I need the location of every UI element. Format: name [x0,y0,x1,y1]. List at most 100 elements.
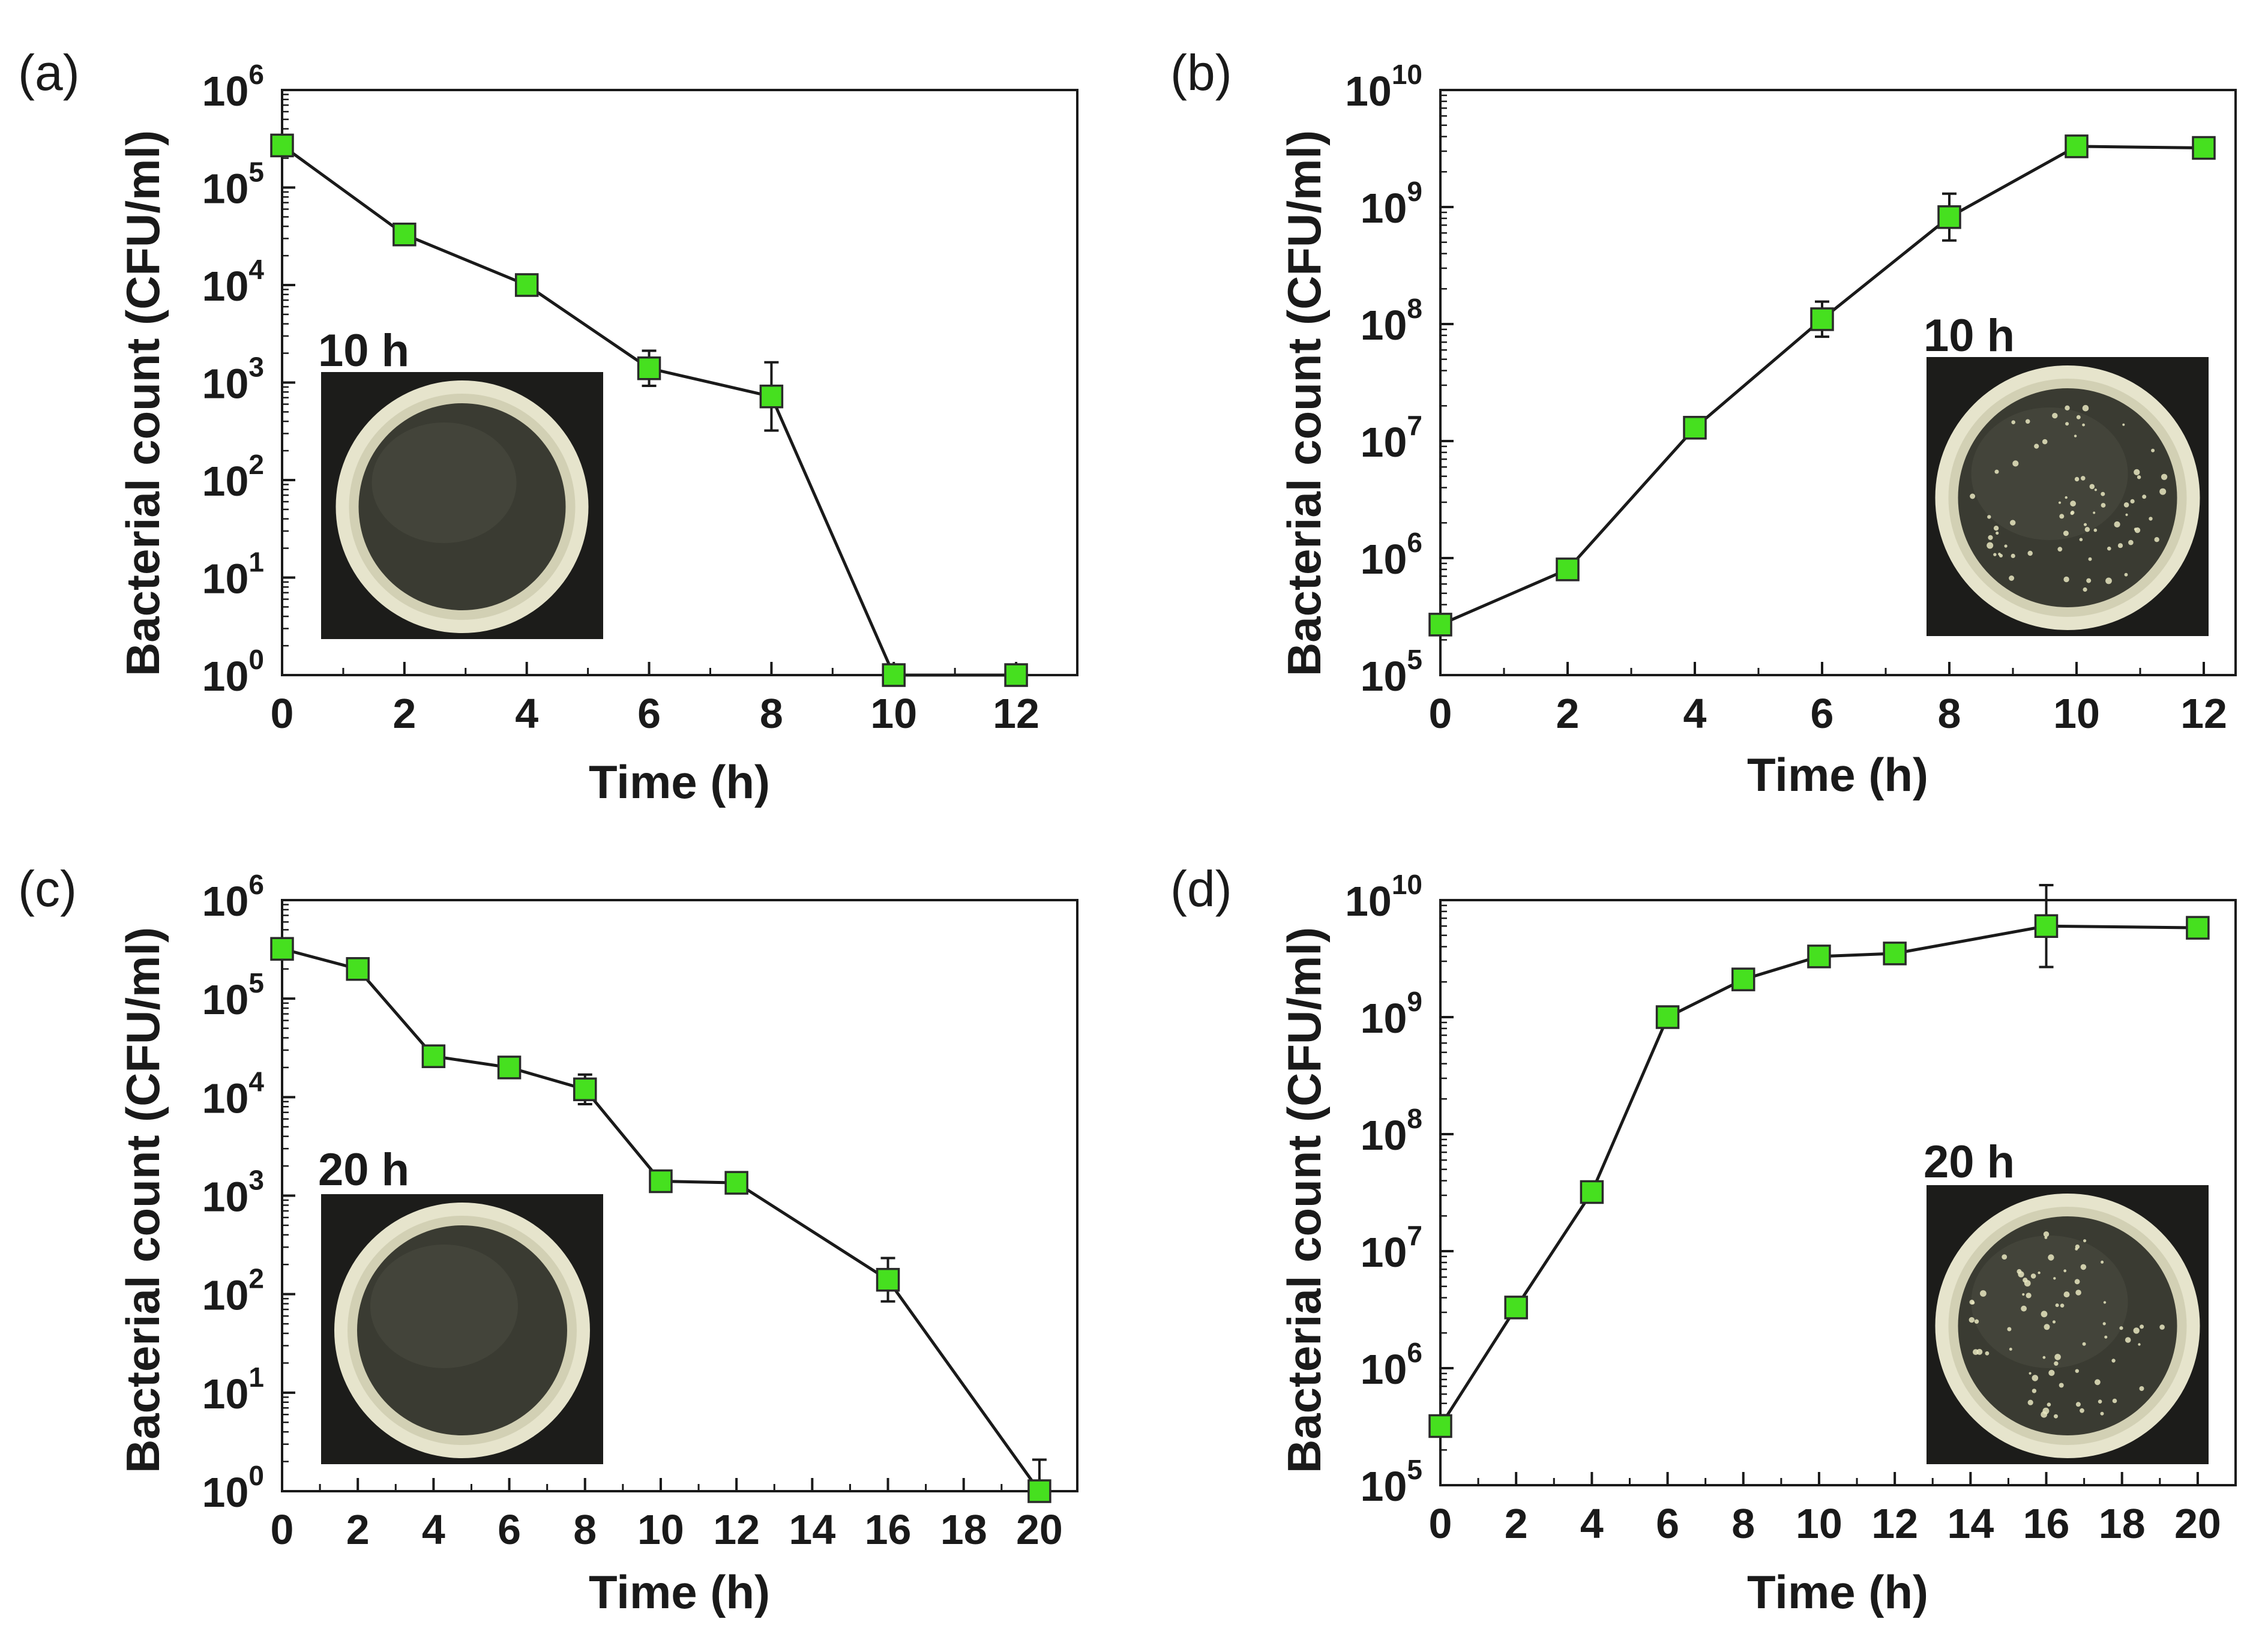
bacterial-colony [2088,557,2092,561]
bacterial-colony [2080,1408,2084,1413]
bacterial-colony [2055,1303,2059,1308]
x-tick-label: 10 [870,690,917,737]
bacterial-colony [2075,1369,2079,1373]
x-tick-label: 0 [271,690,294,737]
bacterial-colony [2026,1293,2032,1299]
bacterial-colony [2082,1342,2086,1346]
bacterial-colony [2074,476,2080,482]
chart-panel-b: (b) 10 h 0 2 4 6 8 10 12 105 106 107 108 109 1010 Time … [1170,44,2237,801]
bacterial-colony [2117,543,2123,548]
chart-panel-a: (a) 10 h 0 2 4 6 8 10 12 100 101 102 103 104 105 106 Tim… [18,44,1078,808]
y-tick-label: 109 [1361,986,1422,1042]
x-axis-title: Time (h) [1747,1566,1928,1618]
x-tick-label: 8 [1938,690,1961,737]
y-tick-label: 100 [202,1460,264,1516]
data-point [876,1267,900,1292]
bacterial-colony [2101,1260,2104,1264]
bacterial-colony [1980,1290,1987,1297]
bacterial-colony [1993,526,1999,531]
bacterial-colony [2047,1402,2051,1407]
petri-dish-shading [371,422,517,543]
bacterial-colony [2063,576,2069,583]
y-tick-label: 1010 [1345,59,1422,115]
bacterial-colony [1969,1317,1975,1323]
x-tick-label: 18 [940,1506,987,1553]
bacterial-colony [2044,1236,2048,1239]
y-tick-label: 105 [1361,1454,1422,1510]
bacterial-colony [2021,1305,2027,1312]
bacterial-colony [2032,1375,2039,1381]
y-tick-label: 109 [1361,176,1422,232]
x-tick-label: 20 [1016,1506,1063,1553]
x-tick-label: 16 [2023,1500,2070,1547]
inset-time-label: 20 h [318,1144,409,1195]
bacterial-colony [2042,1356,2046,1359]
bacterial-colony [2065,496,2068,499]
bacterial-colony [1988,535,1993,541]
bacterial-colony [2074,1279,2080,1285]
bacterial-colony [2011,420,2015,424]
bacterial-colony [2079,538,2083,541]
y-tick-label: 101 [202,547,264,602]
bacterial-colony [2054,1361,2059,1366]
x-axis-title: Time (h) [589,755,770,808]
bacterial-colony [2065,405,2070,410]
data-point [2065,134,2089,158]
bacterial-colony [2011,553,2015,559]
bacterial-colony [2100,1411,2104,1416]
bacterial-colony [2082,404,2089,412]
petri-dish-shading [370,1245,518,1368]
bacterial-colony [2128,539,2134,545]
x-tick-label: 10 [1796,1500,1842,1547]
bacterial-colony [1973,1349,1979,1356]
bacterial-colony [2089,484,2095,490]
bacterial-colony [2065,422,2069,426]
y-tick-label: 105 [1361,644,1422,700]
y-tick-label: 101 [202,1362,264,1417]
bacterial-colony [2025,419,2030,424]
data-point [2192,136,2216,160]
x-tick-label: 2 [393,690,416,737]
bacterial-colony [2080,1264,2087,1270]
bacterial-colony [2139,1386,2144,1391]
y-tick-label: 106 [1361,1337,1422,1393]
bacterial-colony [2112,1398,2117,1404]
y-tick-label: 106 [202,59,264,115]
data-point [497,1056,522,1080]
bacterial-colony [2004,544,2008,548]
panel-label: (d) [1170,861,1232,917]
x-tick-label: 6 [498,1506,521,1553]
bacterial-colony [2098,1399,2102,1404]
x-tick-label: 14 [1947,1500,1994,1547]
bacterial-colony [2159,488,2167,495]
x-axis-title: Time (h) [589,1566,770,1618]
petri-dish-shading [1971,407,2128,540]
bacterial-colony [2107,546,2111,551]
y-tick-label: 108 [1361,1103,1422,1159]
bacterial-colony [2048,1254,2054,1261]
y-axis-title: Bacterial count (CFU/ml) [116,130,169,676]
x-tick-label: 0 [1429,1500,1452,1547]
bacterial-colony [2122,423,2125,426]
x-tick-label: 20 [2174,1500,2221,1547]
data-point [724,1171,748,1195]
bacterial-colony [2075,1290,2081,1296]
bacterial-colony [2134,527,2137,531]
bacterial-colony [2054,1414,2058,1419]
bacterial-colony [2034,443,2039,449]
x-tick-label: 2 [1556,690,1580,737]
bacterial-colony [2044,1324,2050,1330]
bacterial-colony [2075,1247,2078,1251]
bacterial-colony [2124,572,2128,577]
bacterial-colony [2071,510,2075,515]
bacterial-colony [2009,575,2015,581]
bacterial-colony [1998,553,2001,556]
chart-panel-d: (d) 20 h 0 2 4 6 8 10 12 14 16 18 20 105 106 107 108 109 1… [1170,861,2237,1618]
bacterial-colony [2125,513,2128,517]
panel-label: (c) [18,861,77,917]
bacterial-colony [2102,1322,2106,1326]
bacterial-colony [1985,1351,1990,1356]
bacterial-colony [2114,521,2120,528]
bacterial-colony [2119,1326,2123,1330]
